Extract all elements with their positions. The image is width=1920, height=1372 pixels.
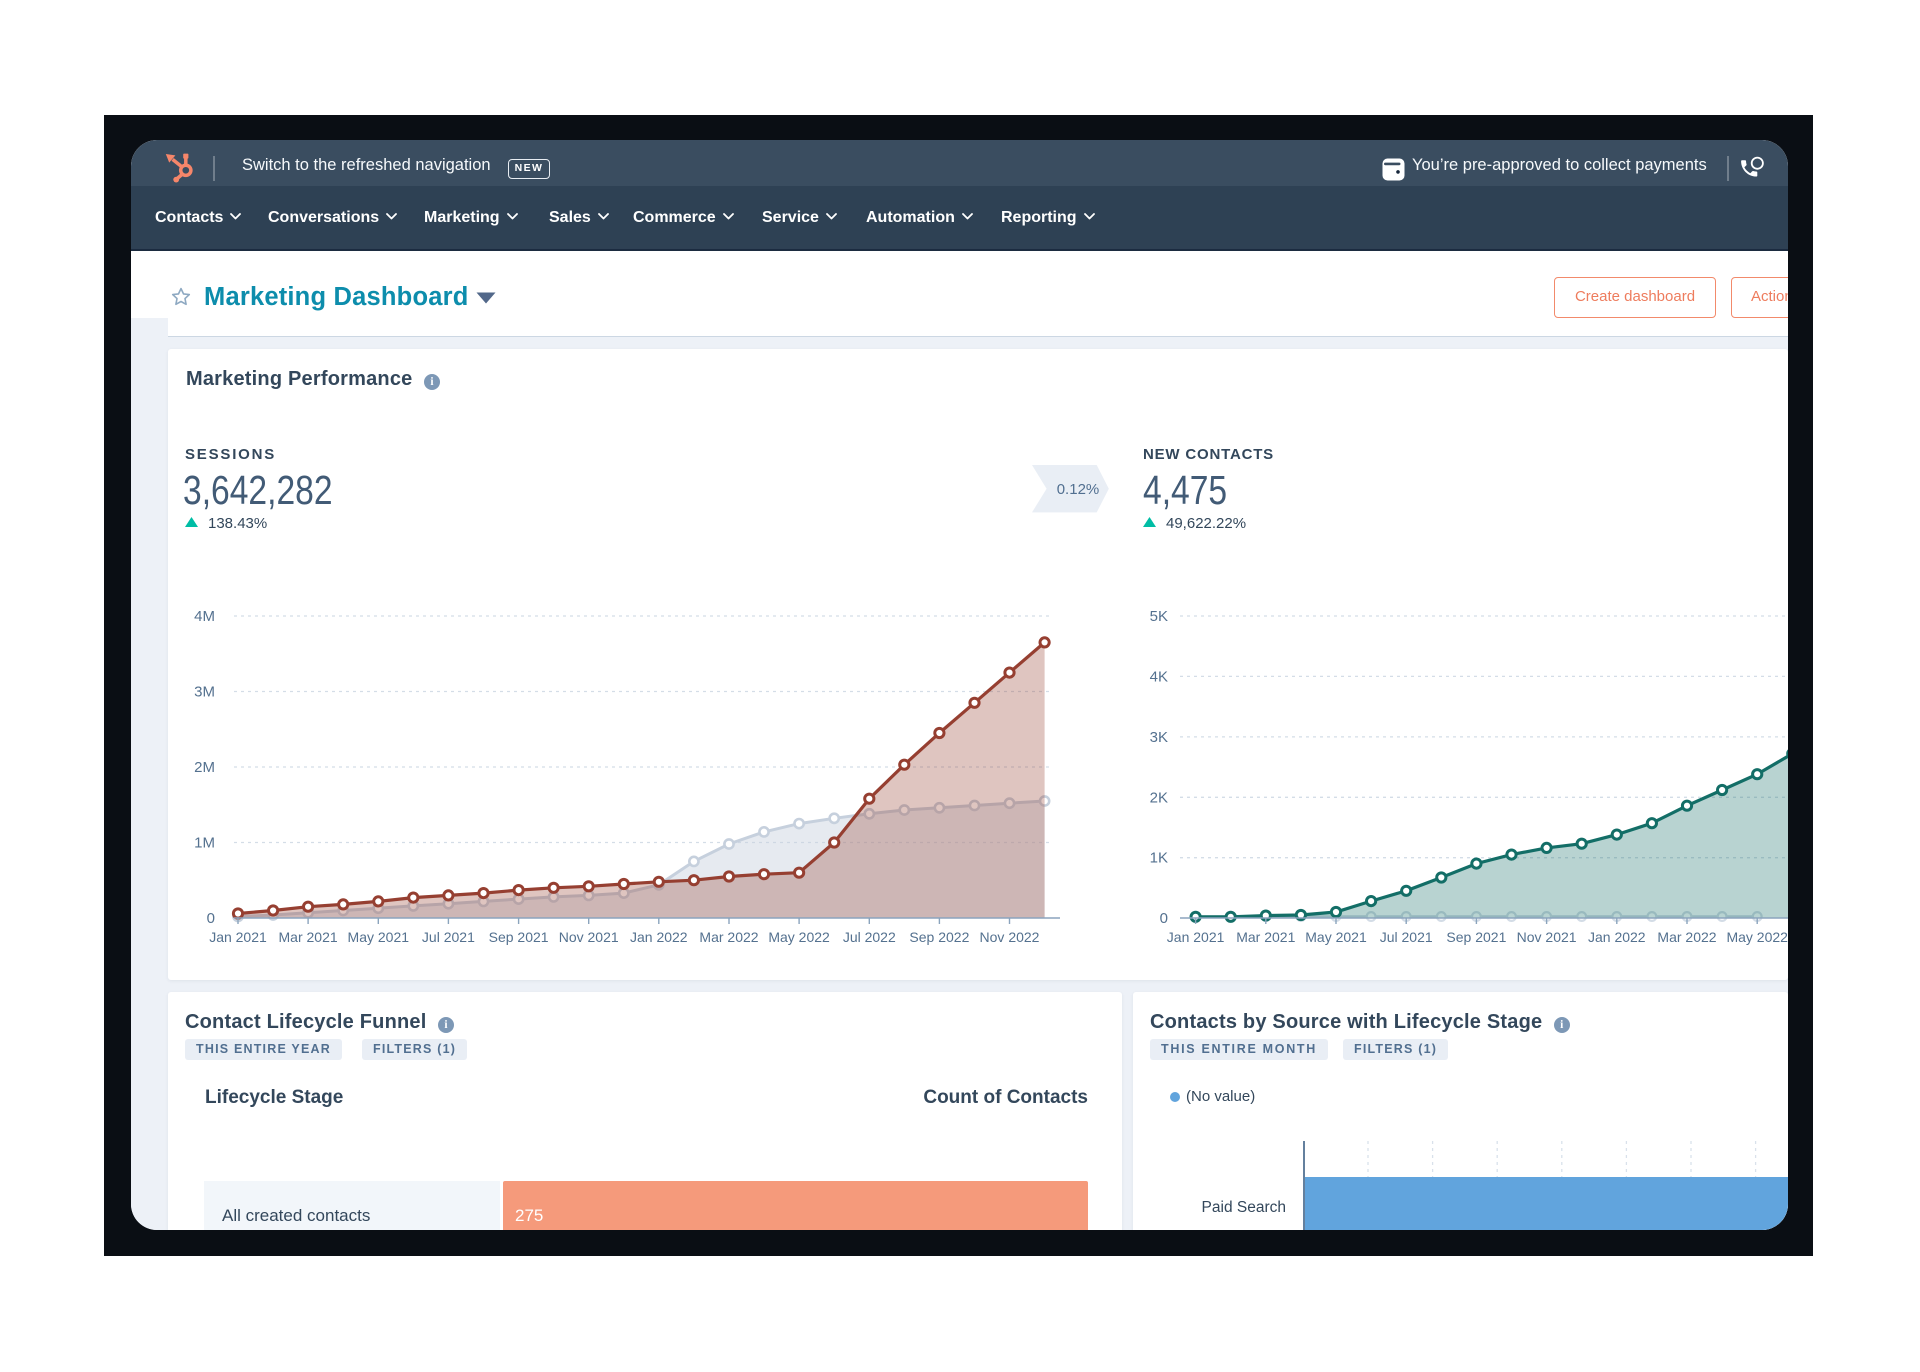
svg-text:0: 0 bbox=[207, 910, 215, 927]
svg-text:May 2021: May 2021 bbox=[348, 929, 410, 945]
svg-text:3M: 3M bbox=[194, 684, 215, 701]
svg-text:0: 0 bbox=[1160, 910, 1168, 927]
svg-text:1M: 1M bbox=[194, 835, 215, 852]
svg-text:4M: 4M bbox=[194, 608, 215, 625]
svg-text:Jul 2022: Jul 2022 bbox=[843, 929, 896, 945]
svg-text:Nov 2022: Nov 2022 bbox=[980, 929, 1040, 945]
svg-text:Mar 2022: Mar 2022 bbox=[1657, 929, 1716, 945]
svg-text:Nov 2021: Nov 2021 bbox=[1517, 929, 1577, 945]
svg-text:2M: 2M bbox=[194, 759, 215, 776]
svg-text:Jan 2021: Jan 2021 bbox=[1167, 929, 1225, 945]
svg-text:Jul 2021: Jul 2021 bbox=[422, 929, 475, 945]
svg-text:4K: 4K bbox=[1150, 668, 1168, 685]
svg-text:Mar 2021: Mar 2021 bbox=[279, 929, 338, 945]
svg-text:Jul 2021: Jul 2021 bbox=[1380, 929, 1433, 945]
svg-text:Sep 2021: Sep 2021 bbox=[1446, 929, 1506, 945]
svg-text:2K: 2K bbox=[1150, 789, 1168, 806]
svg-text:Jan 2022: Jan 2022 bbox=[630, 929, 688, 945]
svg-text:0.12%: 0.12% bbox=[1057, 481, 1100, 498]
svg-text:Mar 2022: Mar 2022 bbox=[699, 929, 758, 945]
svg-text:Jan 2022: Jan 2022 bbox=[1588, 929, 1646, 945]
svg-text:Sep 2021: Sep 2021 bbox=[489, 929, 549, 945]
svg-text:Mar 2021: Mar 2021 bbox=[1236, 929, 1295, 945]
svg-text:3K: 3K bbox=[1150, 729, 1168, 746]
svg-text:5K: 5K bbox=[1150, 608, 1168, 625]
svg-text:1K: 1K bbox=[1150, 850, 1168, 867]
svg-text:Jan 2021: Jan 2021 bbox=[209, 929, 267, 945]
svg-text:May 2022: May 2022 bbox=[1726, 929, 1788, 945]
svg-text:May 2021: May 2021 bbox=[1305, 929, 1367, 945]
svg-text:May 2022: May 2022 bbox=[768, 929, 830, 945]
svg-text:Sep 2022: Sep 2022 bbox=[909, 929, 969, 945]
svg-text:Nov 2021: Nov 2021 bbox=[559, 929, 619, 945]
